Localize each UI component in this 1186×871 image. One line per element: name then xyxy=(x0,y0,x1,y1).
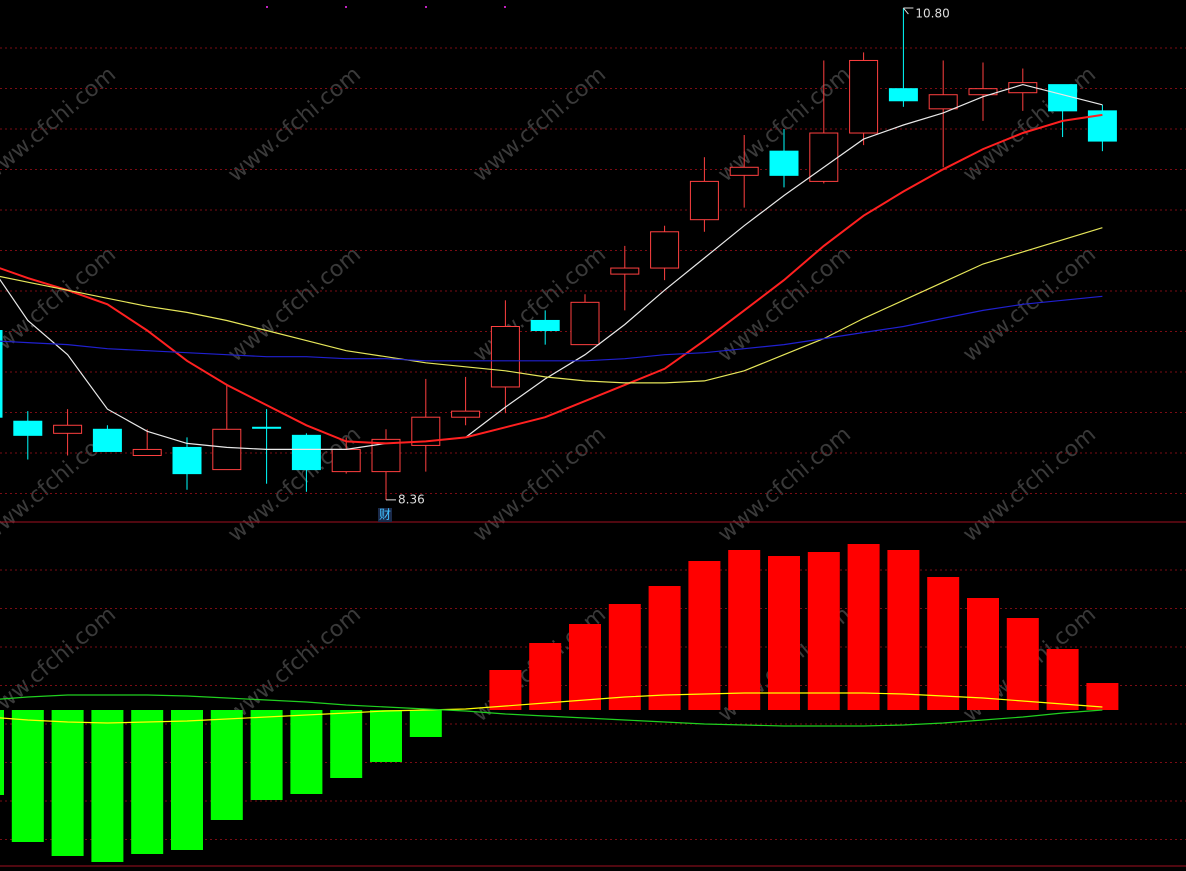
macd-bar xyxy=(608,604,641,710)
annotation-label: 8.36 xyxy=(398,492,425,506)
candle-body xyxy=(13,420,43,436)
macd-bar xyxy=(330,710,363,778)
macd-bar xyxy=(370,710,402,762)
macd-bar xyxy=(1086,683,1119,710)
candle-body xyxy=(689,180,719,221)
dot xyxy=(345,6,347,8)
candle-body xyxy=(331,448,361,473)
candle-body xyxy=(968,88,998,96)
macd-bar xyxy=(648,586,681,710)
candle-body xyxy=(0,330,3,418)
macd-bar xyxy=(250,710,283,800)
marker: 财 xyxy=(379,508,391,522)
dot xyxy=(504,6,506,8)
macd-bar xyxy=(807,552,840,710)
dot xyxy=(425,6,427,8)
candle-body xyxy=(610,267,640,275)
macd-bar xyxy=(91,710,124,862)
macd-bar xyxy=(131,710,164,854)
candle-body xyxy=(650,231,680,269)
macd-bar xyxy=(489,670,522,710)
indicator-line xyxy=(0,694,1103,727)
macd-bar xyxy=(290,710,323,794)
candle-body xyxy=(132,448,162,456)
top-dots xyxy=(266,6,506,8)
candle-body xyxy=(570,301,600,346)
macd-bar xyxy=(728,550,761,710)
candle-body xyxy=(212,428,242,471)
candle-body xyxy=(729,166,759,176)
macd-bar xyxy=(1046,649,1079,710)
macd-bar xyxy=(0,710,4,795)
macd-bar xyxy=(768,556,800,710)
candle-body xyxy=(490,326,520,388)
candle-body xyxy=(769,150,799,176)
indicator-line xyxy=(0,227,1103,384)
macd-bar xyxy=(887,550,920,710)
candle-body xyxy=(928,94,958,110)
candle-body xyxy=(530,319,560,332)
indicator-line xyxy=(0,113,1103,445)
macd-bar xyxy=(967,598,999,710)
annotation-pointer xyxy=(903,7,914,15)
macd-bar xyxy=(409,710,442,737)
macd-bar xyxy=(171,710,203,850)
candle-body xyxy=(849,59,879,134)
dot xyxy=(266,6,268,8)
candle-body xyxy=(1048,84,1078,112)
plot: 10.80 8.36 财 xyxy=(0,7,1119,862)
candle-body xyxy=(53,424,83,434)
annotation-label: 10.80 xyxy=(915,7,949,21)
indicator-line xyxy=(0,692,1103,724)
macd-bar xyxy=(1006,618,1039,710)
candle-body xyxy=(291,434,321,471)
indicator-line xyxy=(0,295,1103,362)
indicator-line xyxy=(0,83,1103,450)
macd-bar xyxy=(529,643,562,710)
macd-bar xyxy=(688,561,721,710)
macd-bar xyxy=(51,710,84,856)
macd-bar xyxy=(847,544,880,710)
candle-body xyxy=(451,410,481,418)
candle-body xyxy=(888,88,918,102)
macd-bar xyxy=(569,624,601,710)
candle-body xyxy=(172,446,202,475)
candle-body xyxy=(252,426,282,429)
marker-box xyxy=(378,508,392,522)
macd-bar xyxy=(927,577,960,710)
macd-bar xyxy=(11,710,44,842)
macd-bar xyxy=(210,710,243,820)
candle-body xyxy=(92,428,122,452)
